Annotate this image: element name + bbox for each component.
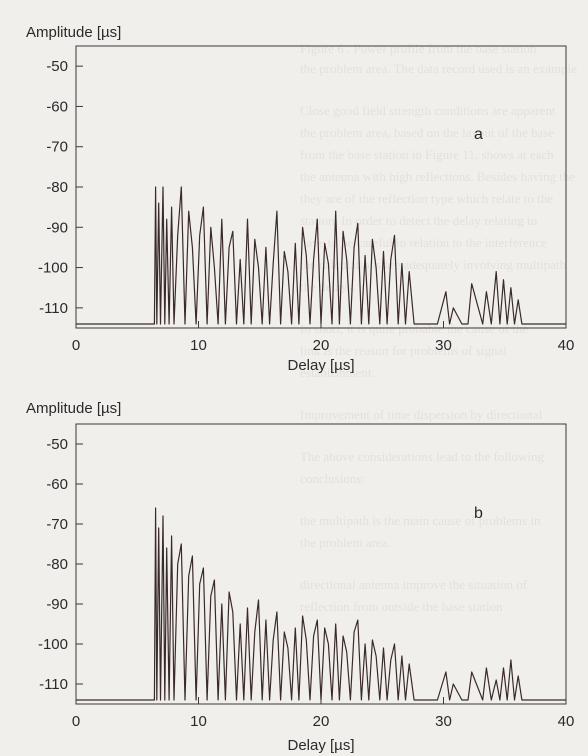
x-tick-label: 0 xyxy=(72,337,80,354)
chart-panel-a: Amplitude [µs] a -50 -60 -70 -80 -90 -100 -110… xyxy=(26,24,575,374)
x-tick-label: 40 xyxy=(558,713,575,730)
y-tick-label: -60 xyxy=(46,476,68,493)
x-axis-label: Delay [µs] xyxy=(288,357,355,374)
chart-panel-b: Amplitude [µs] b -50 -60 -70 -80 -90 -100 -110… xyxy=(26,400,575,754)
x-tick-label: 10 xyxy=(190,337,207,354)
x-tick-label: 30 xyxy=(435,713,452,730)
plot-frame xyxy=(75,423,567,705)
x-ticks: 0 10 20 30 40 xyxy=(72,321,575,354)
series xyxy=(76,186,566,325)
x-ticks: 0 10 20 30 40 xyxy=(72,697,575,730)
y-ticks: -50 -60 -70 -80 -90 -100 -110 xyxy=(38,58,83,317)
y-tick-label: -90 xyxy=(46,596,68,613)
y-tick-label: -110 xyxy=(39,300,68,317)
y-ticks: -50 -60 -70 -80 -90 -100 -110 xyxy=(38,436,83,693)
panel-label: b xyxy=(474,505,483,522)
series-line xyxy=(76,186,566,325)
y-tick-label: -80 xyxy=(46,556,68,573)
y-tick-label: -70 xyxy=(46,139,68,156)
x-tick-label: 0 xyxy=(72,713,80,730)
series-line xyxy=(76,507,566,701)
y-tick-label: -50 xyxy=(46,58,68,75)
y-tick-label: -60 xyxy=(46,98,68,115)
x-tick-label: 20 xyxy=(313,337,330,354)
y-axis-label: Amplitude [µs] xyxy=(26,400,121,417)
y-axis-label: Amplitude [µs] xyxy=(26,24,121,41)
panel-label: a xyxy=(474,126,483,143)
y-tick-label: -110 xyxy=(39,676,68,693)
y-tick-label: -100 xyxy=(38,260,68,277)
x-axis-label: Delay [µs] xyxy=(288,737,355,754)
y-tick-label: -90 xyxy=(46,219,68,236)
x-tick-label: 10 xyxy=(190,713,207,730)
y-tick-label: -70 xyxy=(46,516,68,533)
plot-frame xyxy=(75,45,567,329)
x-tick-label: 30 xyxy=(435,337,452,354)
y-tick-label: -100 xyxy=(38,636,68,653)
y-tick-label: -50 xyxy=(46,436,68,453)
series xyxy=(76,507,566,701)
x-tick-label: 20 xyxy=(313,713,330,730)
y-tick-label: -80 xyxy=(46,179,68,196)
x-tick-label: 40 xyxy=(558,337,575,354)
